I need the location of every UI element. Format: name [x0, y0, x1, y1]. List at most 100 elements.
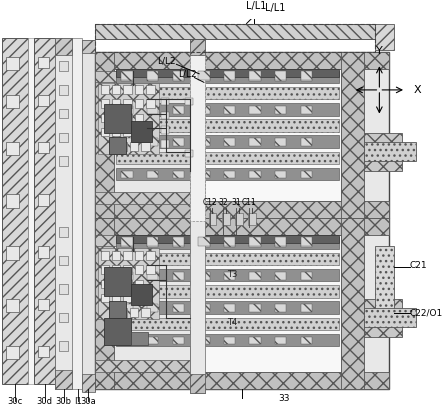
Bar: [95, 371, 389, 389]
Bar: [173, 106, 184, 114]
Bar: [82, 374, 95, 391]
Bar: [104, 104, 131, 133]
Bar: [224, 237, 235, 247]
Bar: [123, 114, 132, 122]
Bar: [364, 133, 402, 171]
Bar: [59, 227, 68, 237]
Bar: [222, 213, 230, 225]
Bar: [135, 280, 143, 288]
Bar: [135, 251, 143, 260]
Bar: [173, 337, 184, 344]
Bar: [112, 114, 120, 122]
Bar: [59, 256, 68, 265]
Bar: [161, 126, 169, 134]
Text: Y: Y: [376, 46, 383, 56]
Bar: [190, 55, 205, 221]
Bar: [38, 57, 49, 68]
Bar: [147, 74, 159, 81]
Bar: [190, 38, 205, 55]
Bar: [116, 103, 339, 115]
Bar: [198, 272, 210, 280]
Bar: [116, 235, 339, 243]
Bar: [123, 294, 132, 303]
Bar: [6, 346, 19, 359]
Bar: [123, 85, 132, 94]
Bar: [100, 85, 109, 94]
Bar: [59, 284, 68, 294]
Bar: [147, 237, 159, 247]
Text: 32: 32: [218, 198, 228, 207]
Text: L/L1: L/L1: [265, 3, 285, 13]
Bar: [95, 235, 190, 371]
Bar: [100, 265, 109, 274]
Bar: [100, 128, 109, 137]
Bar: [275, 138, 286, 146]
Bar: [95, 218, 389, 389]
Bar: [364, 298, 402, 337]
Text: 33: 33: [279, 394, 290, 403]
Bar: [123, 265, 132, 274]
Bar: [173, 272, 184, 280]
Bar: [147, 240, 159, 247]
Bar: [198, 106, 210, 114]
Bar: [6, 298, 19, 312]
Bar: [301, 138, 312, 146]
Bar: [95, 52, 114, 218]
Bar: [250, 106, 261, 114]
Bar: [95, 192, 190, 204]
Bar: [104, 267, 131, 296]
Bar: [121, 71, 133, 81]
Bar: [116, 71, 339, 83]
Bar: [224, 171, 235, 178]
Text: L/L2: L/L2: [157, 57, 175, 66]
Text: C11: C11: [242, 198, 257, 207]
Text: I1: I1: [74, 397, 82, 406]
Bar: [364, 308, 416, 327]
Bar: [301, 272, 312, 280]
Bar: [55, 370, 72, 389]
Bar: [82, 40, 95, 53]
Bar: [121, 272, 133, 280]
Bar: [100, 100, 109, 108]
Bar: [95, 24, 375, 39]
Bar: [147, 106, 159, 114]
Bar: [38, 247, 49, 258]
Bar: [121, 337, 133, 344]
Bar: [38, 298, 49, 310]
Bar: [250, 304, 261, 312]
Bar: [161, 98, 169, 105]
Bar: [59, 109, 68, 118]
Bar: [364, 142, 416, 161]
Bar: [173, 138, 184, 146]
Bar: [173, 240, 184, 247]
Bar: [116, 334, 339, 346]
Bar: [235, 213, 243, 225]
Bar: [185, 150, 193, 157]
Bar: [250, 171, 261, 178]
Bar: [275, 74, 286, 81]
Bar: [95, 235, 190, 247]
Bar: [250, 237, 261, 247]
Bar: [250, 240, 261, 247]
Bar: [250, 138, 261, 146]
Bar: [6, 194, 19, 208]
Bar: [59, 156, 68, 166]
Bar: [123, 100, 132, 108]
Text: L/L1: L/L1: [246, 1, 266, 11]
Text: C12: C12: [202, 198, 217, 207]
Bar: [198, 138, 210, 146]
Bar: [95, 218, 389, 235]
Bar: [375, 24, 393, 50]
Bar: [341, 218, 364, 389]
Text: 30b: 30b: [56, 397, 71, 406]
Bar: [147, 71, 159, 81]
Bar: [116, 269, 339, 281]
Bar: [147, 138, 159, 146]
Bar: [116, 69, 339, 77]
Bar: [59, 85, 68, 95]
Bar: [98, 83, 159, 154]
Bar: [224, 71, 235, 81]
Bar: [100, 294, 109, 303]
Bar: [275, 237, 286, 247]
Bar: [59, 61, 68, 71]
